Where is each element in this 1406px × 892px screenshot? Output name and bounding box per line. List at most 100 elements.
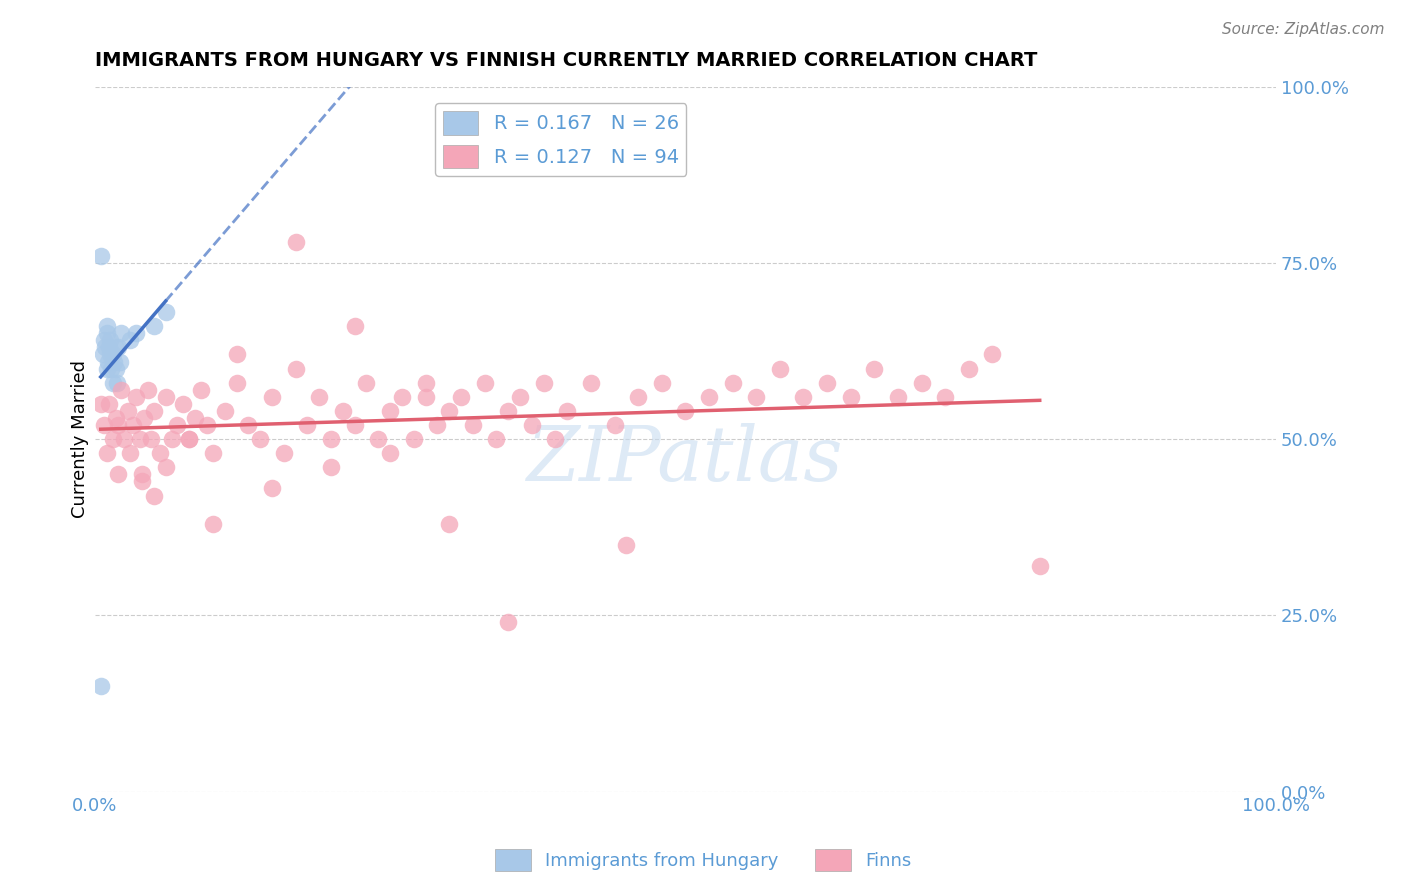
Legend: R = 0.167   N = 26, R = 0.127   N = 94: R = 0.167 N = 26, R = 0.127 N = 94 xyxy=(436,103,686,176)
Point xyxy=(184,411,207,425)
Point xyxy=(131,467,153,482)
Point xyxy=(160,432,183,446)
Point xyxy=(815,376,838,390)
Point xyxy=(117,404,139,418)
Point xyxy=(391,390,413,404)
Point xyxy=(450,390,472,404)
Point xyxy=(98,347,121,361)
Point xyxy=(190,383,212,397)
Point xyxy=(110,383,132,397)
Point xyxy=(201,516,224,531)
Point xyxy=(367,432,389,446)
Point xyxy=(110,326,132,341)
Text: Source: ZipAtlas.com: Source: ZipAtlas.com xyxy=(1222,22,1385,37)
Point xyxy=(128,432,150,446)
Point xyxy=(402,432,425,446)
Point xyxy=(284,235,307,249)
Point xyxy=(496,615,519,630)
Point xyxy=(284,361,307,376)
Point xyxy=(108,354,131,368)
Point xyxy=(533,376,555,390)
Point xyxy=(94,340,117,354)
Point xyxy=(104,340,127,354)
Point xyxy=(105,361,128,376)
Point xyxy=(792,390,814,404)
Point xyxy=(319,460,342,475)
Point xyxy=(378,404,401,418)
Point xyxy=(96,319,118,334)
Point xyxy=(579,376,602,390)
Point xyxy=(343,319,366,334)
Point xyxy=(555,404,578,418)
Point xyxy=(343,417,366,432)
Point xyxy=(485,432,508,446)
Point xyxy=(461,417,484,432)
Point xyxy=(101,432,124,446)
Point xyxy=(107,417,129,432)
Point xyxy=(120,446,142,460)
Point xyxy=(93,334,115,348)
Point xyxy=(839,390,862,404)
Point xyxy=(201,446,224,460)
Point xyxy=(934,390,956,404)
Point xyxy=(90,397,112,411)
Point xyxy=(98,397,121,411)
Legend: Immigrants from Hungary, Finns: Immigrants from Hungary, Finns xyxy=(488,842,918,879)
Point xyxy=(107,467,129,482)
Point xyxy=(496,404,519,418)
Point xyxy=(249,432,271,446)
Point xyxy=(238,417,260,432)
Point xyxy=(981,347,1004,361)
Point xyxy=(101,376,124,390)
Point xyxy=(769,361,792,376)
Point xyxy=(697,390,720,404)
Point xyxy=(93,417,115,432)
Point xyxy=(141,432,163,446)
Point xyxy=(415,376,437,390)
Point xyxy=(112,432,135,446)
Point xyxy=(90,249,112,263)
Point xyxy=(142,404,165,418)
Point xyxy=(136,383,159,397)
Point xyxy=(332,404,354,418)
Point xyxy=(721,376,744,390)
Point xyxy=(107,340,129,354)
Point xyxy=(214,404,236,418)
Point xyxy=(415,390,437,404)
Point xyxy=(260,390,283,404)
Point xyxy=(166,417,188,432)
Point xyxy=(260,482,283,496)
Point xyxy=(91,347,114,361)
Text: IMMIGRANTS FROM HUNGARY VS FINNISH CURRENTLY MARRIED CORRELATION CHART: IMMIGRANTS FROM HUNGARY VS FINNISH CURRE… xyxy=(94,51,1038,70)
Point xyxy=(179,432,201,446)
Point xyxy=(105,376,128,390)
Point xyxy=(121,417,143,432)
Point xyxy=(105,411,128,425)
Point xyxy=(125,390,148,404)
Point xyxy=(474,376,496,390)
Point xyxy=(426,417,449,432)
Point xyxy=(98,334,121,348)
Point xyxy=(225,347,247,361)
Point xyxy=(172,397,194,411)
Point xyxy=(378,446,401,460)
Point xyxy=(308,390,330,404)
Point xyxy=(887,390,910,404)
Point xyxy=(614,538,637,552)
Point xyxy=(745,390,768,404)
Point xyxy=(142,319,165,334)
Point xyxy=(544,432,567,446)
Point xyxy=(155,305,177,319)
Point xyxy=(437,516,460,531)
Y-axis label: Currently Married: Currently Married xyxy=(72,360,89,518)
Point xyxy=(957,361,980,376)
Point xyxy=(225,376,247,390)
Point xyxy=(101,347,124,361)
Point xyxy=(96,326,118,341)
Point xyxy=(96,361,118,376)
Point xyxy=(195,417,218,432)
Text: ZIPatlas: ZIPatlas xyxy=(527,424,844,497)
Point xyxy=(96,446,118,460)
Point xyxy=(134,411,156,425)
Point xyxy=(97,354,120,368)
